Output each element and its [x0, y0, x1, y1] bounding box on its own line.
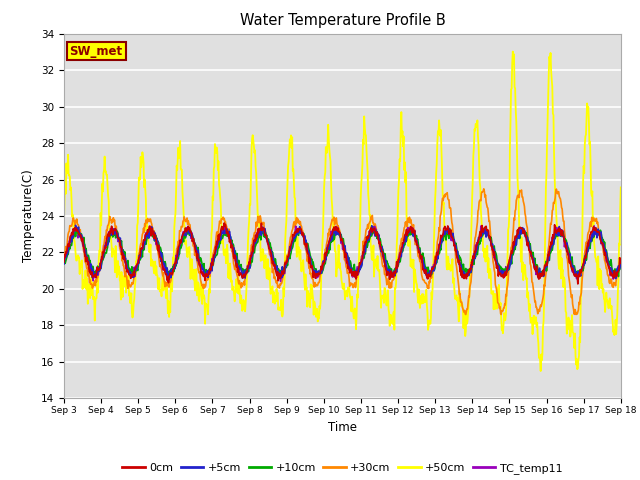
Legend: 0cm, +5cm, +10cm, +30cm, +50cm, TC_temp11: 0cm, +5cm, +10cm, +30cm, +50cm, TC_temp1…: [118, 459, 567, 479]
Text: SW_met: SW_met: [70, 45, 123, 58]
Title: Water Temperature Profile B: Water Temperature Profile B: [239, 13, 445, 28]
Y-axis label: Temperature(C): Temperature(C): [22, 169, 35, 263]
X-axis label: Time: Time: [328, 420, 357, 433]
